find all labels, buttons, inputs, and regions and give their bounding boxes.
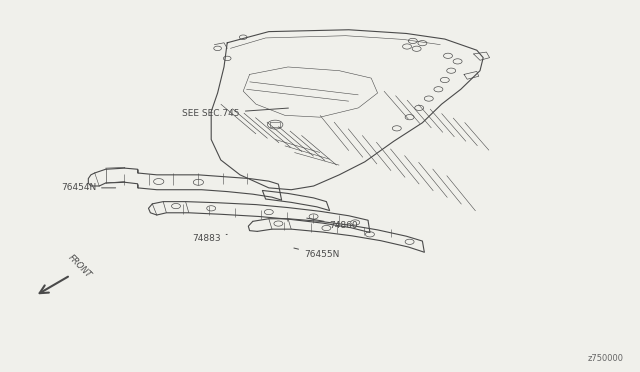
Text: FRONT: FRONT [66,253,93,280]
Text: z750000: z750000 [588,354,624,363]
Text: 76454N: 76454N [61,183,116,192]
Text: 74860: 74860 [307,218,358,230]
Text: SEE SEC.745: SEE SEC.745 [182,108,289,118]
Text: 76455N: 76455N [294,248,339,259]
Text: 74883: 74883 [192,234,227,243]
